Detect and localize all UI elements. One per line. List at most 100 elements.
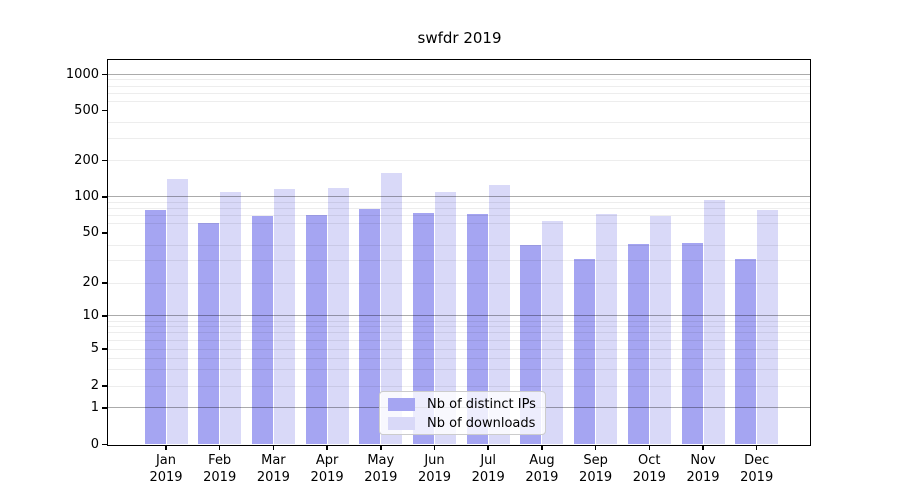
bar-distinct-ips — [681, 242, 703, 444]
y-tick-label: 5 — [90, 341, 99, 356]
gridline-minor — [108, 223, 811, 225]
gridline-minor — [108, 208, 811, 210]
gridline-minor — [108, 137, 811, 139]
bar-downloads — [327, 188, 349, 444]
gridline-minor — [108, 160, 811, 161]
gridline-minor — [108, 332, 811, 334]
bar-distinct-ips — [627, 243, 649, 444]
y-tick-label: 2 — [90, 378, 99, 393]
x-tick-mark — [487, 445, 489, 450]
gridline-minor — [108, 122, 811, 124]
gridline-minor — [108, 348, 811, 350]
gridline-minor — [108, 244, 811, 246]
x-tick-label: Dec 2019 — [740, 453, 774, 485]
x-tick-mark — [272, 445, 275, 450]
gridline-minor — [108, 369, 811, 371]
bar-downloads — [542, 220, 564, 444]
y-tick-mark — [102, 109, 107, 112]
y-tick-label: 100 — [74, 189, 99, 204]
x-tick-mark — [755, 445, 758, 450]
legend: Nb of distinct IPs Nb of downloads — [379, 391, 546, 435]
gridline-minor — [108, 385, 811, 387]
y-tick-label: 1 — [90, 400, 99, 415]
x-tick-mark — [594, 445, 597, 450]
y-tick-mark — [102, 315, 107, 317]
x-tick-label: Oct 2019 — [632, 453, 666, 485]
gridline-minor — [108, 201, 811, 203]
gridline-minor — [108, 320, 811, 322]
x-tick-mark — [648, 445, 651, 450]
x-tick-mark — [541, 445, 543, 450]
bar-downloads — [435, 191, 456, 444]
y-tick-mark — [102, 282, 107, 284]
bar-downloads — [703, 200, 725, 444]
gridline-minor — [108, 85, 811, 87]
bar-distinct-ips — [198, 222, 220, 444]
x-tick-mark — [433, 445, 436, 450]
bar-distinct-ips — [413, 212, 434, 444]
x-tick-label: Apr 2019 — [310, 453, 344, 485]
bar-distinct-ips — [305, 214, 327, 444]
gridline-minor — [108, 215, 811, 217]
x-tick-mark — [326, 445, 328, 450]
gridline-minor — [108, 357, 811, 359]
gridline-minor — [108, 326, 811, 328]
y-tick-mark — [102, 385, 107, 387]
y-tick-mark — [102, 196, 107, 198]
y-tick-mark — [102, 159, 107, 162]
x-tick-label: Jul 2019 — [471, 453, 505, 485]
gridline-major — [108, 315, 811, 317]
y-tick-label: 10 — [82, 308, 99, 323]
x-tick-label: Mar 2019 — [256, 453, 290, 485]
legend-entry-downloads: Nb of downloads — [388, 415, 545, 432]
bar-downloads — [273, 189, 295, 444]
legend-label-distinct-ips: Nb of distinct IPs — [427, 397, 536, 412]
x-tick-label: Sep 2019 — [579, 453, 613, 485]
legend-swatch-downloads — [388, 417, 415, 430]
bar-distinct-ips — [359, 209, 381, 444]
bar-downloads — [488, 184, 510, 444]
x-tick-label: Feb 2019 — [203, 453, 237, 485]
y-tick-mark — [102, 407, 107, 409]
legend-label-downloads: Nb of downloads — [427, 416, 536, 431]
x-tick-label: Nov 2019 — [686, 453, 720, 485]
gridline-minor — [108, 79, 811, 81]
legend-entry-distinct-ips: Nb of distinct IPs — [388, 396, 545, 413]
bar-distinct-ips — [251, 215, 273, 444]
bar-distinct-ips — [574, 259, 596, 444]
bar-downloads — [381, 172, 403, 444]
y-tick-mark — [102, 443, 107, 446]
y-tick-label: 50 — [82, 225, 99, 240]
legend-swatch-distinct-ips — [388, 398, 415, 411]
gridline-minor — [108, 339, 811, 341]
gridline-minor — [108, 92, 811, 94]
gridline-major — [108, 73, 811, 75]
y-tick-mark — [102, 348, 107, 350]
x-tick-mark — [380, 445, 382, 450]
x-tick-label: Jan 2019 — [149, 453, 183, 485]
gridline-minor — [108, 260, 811, 262]
y-tick-label: 500 — [74, 102, 99, 118]
bar-distinct-ips — [144, 209, 166, 444]
bar-distinct-ips — [735, 259, 757, 444]
x-tick-label: Aug 2019 — [525, 453, 559, 485]
x-tick-mark — [218, 445, 221, 450]
y-tick-label: 200 — [74, 152, 99, 168]
chart-title: swfdr 2019 — [417, 29, 502, 47]
y-tick-label: 0 — [90, 436, 99, 452]
y-tick-mark — [102, 232, 107, 234]
y-tick-mark — [102, 73, 107, 76]
bar-downloads — [596, 214, 618, 444]
x-tick-label: May 2019 — [364, 453, 398, 485]
gridline-major — [108, 196, 811, 198]
gridline-minor — [108, 100, 811, 102]
x-tick-label: Jun 2019 — [417, 453, 452, 485]
y-tick-label: 1000 — [65, 66, 99, 82]
x-tick-mark — [702, 445, 704, 450]
bar-downloads — [220, 191, 242, 444]
bar-downloads — [649, 216, 671, 444]
bar-distinct-ips — [466, 214, 488, 444]
gridline-minor — [108, 282, 811, 284]
bar-downloads — [757, 209, 779, 444]
